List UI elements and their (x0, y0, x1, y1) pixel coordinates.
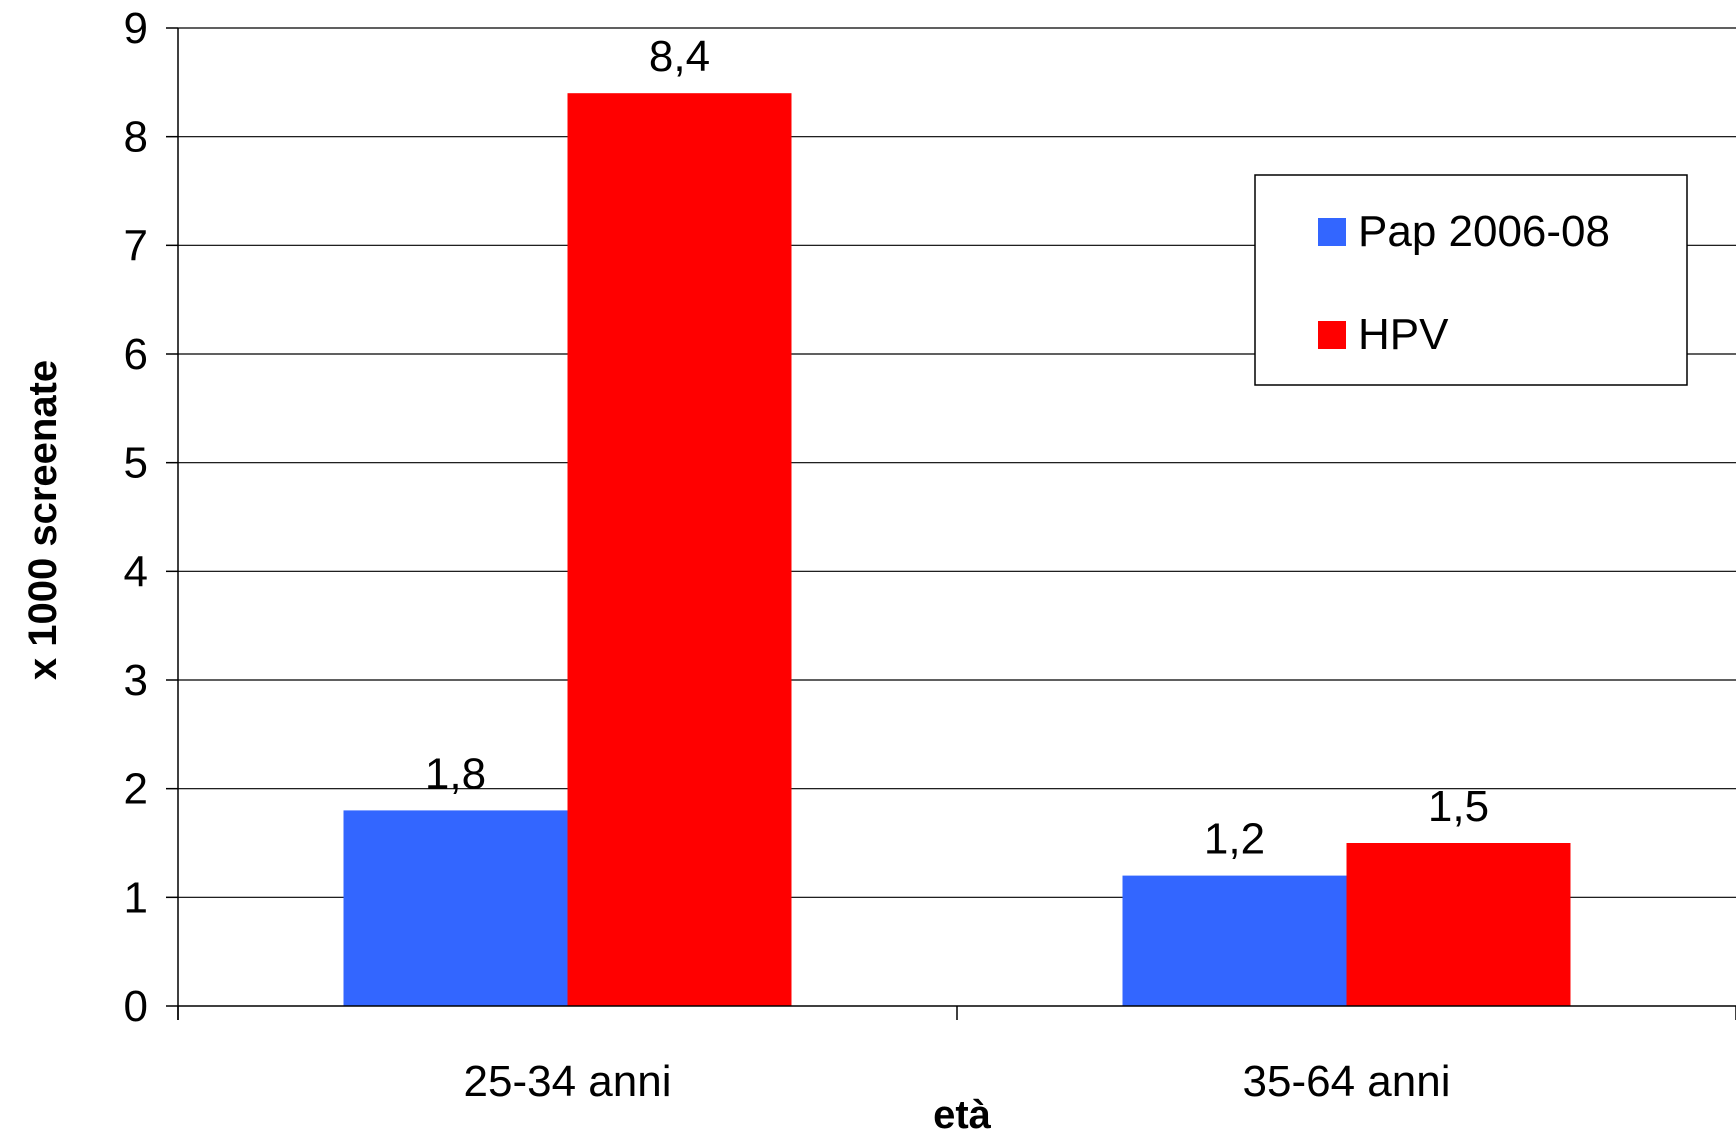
x-axis-title: età (933, 1093, 992, 1134)
y-tick-label: 9 (124, 4, 148, 53)
y-tick-label: 5 (124, 439, 148, 488)
y-tick-label: 1 (124, 873, 148, 922)
legend-box (1254, 174, 1688, 386)
y-tick-label: 8 (124, 113, 148, 162)
data-label: 1,5 (1428, 782, 1489, 831)
y-tick-label: 4 (124, 547, 148, 596)
y-tick-label: 2 (124, 765, 148, 814)
data-label: 1,8 (425, 749, 486, 798)
legend-label-hpv: HPV (1358, 310, 1449, 359)
legend: Pap 2006-08 HPV (1254, 174, 1688, 386)
x-tick-label: 25-34 anni (464, 1057, 672, 1106)
bars (343, 93, 1571, 1006)
data-label: 8,4 (649, 32, 710, 81)
bar (343, 810, 568, 1006)
y-tick-label: 6 (124, 330, 148, 379)
y-tick-label: 7 (124, 221, 148, 270)
y-tick-label: 0 (124, 982, 148, 1031)
y-tick-labels: 0 1 2 3 4 5 6 7 8 9 (124, 4, 148, 1031)
legend-label-pap: Pap 2006-08 (1358, 207, 1610, 256)
legend-swatch-pap (1318, 218, 1346, 246)
bar (1122, 875, 1347, 1006)
data-labels: 1,8 8,4 1,2 1,5 (425, 32, 1489, 863)
x-tick-label: 35-64 anni (1243, 1057, 1451, 1106)
gridlines (178, 27, 1736, 898)
y-axis-title: x 1000 screenate (21, 360, 65, 680)
axes (166, 27, 1736, 1020)
bar (1346, 843, 1571, 1006)
y-tick-label: 3 (124, 656, 148, 705)
bar (567, 93, 792, 1006)
legend-swatch-hpv (1318, 321, 1346, 349)
x-tick-labels: 25-34 anni 35-64 anni (464, 1057, 1451, 1106)
data-label: 1,2 (1204, 815, 1265, 864)
